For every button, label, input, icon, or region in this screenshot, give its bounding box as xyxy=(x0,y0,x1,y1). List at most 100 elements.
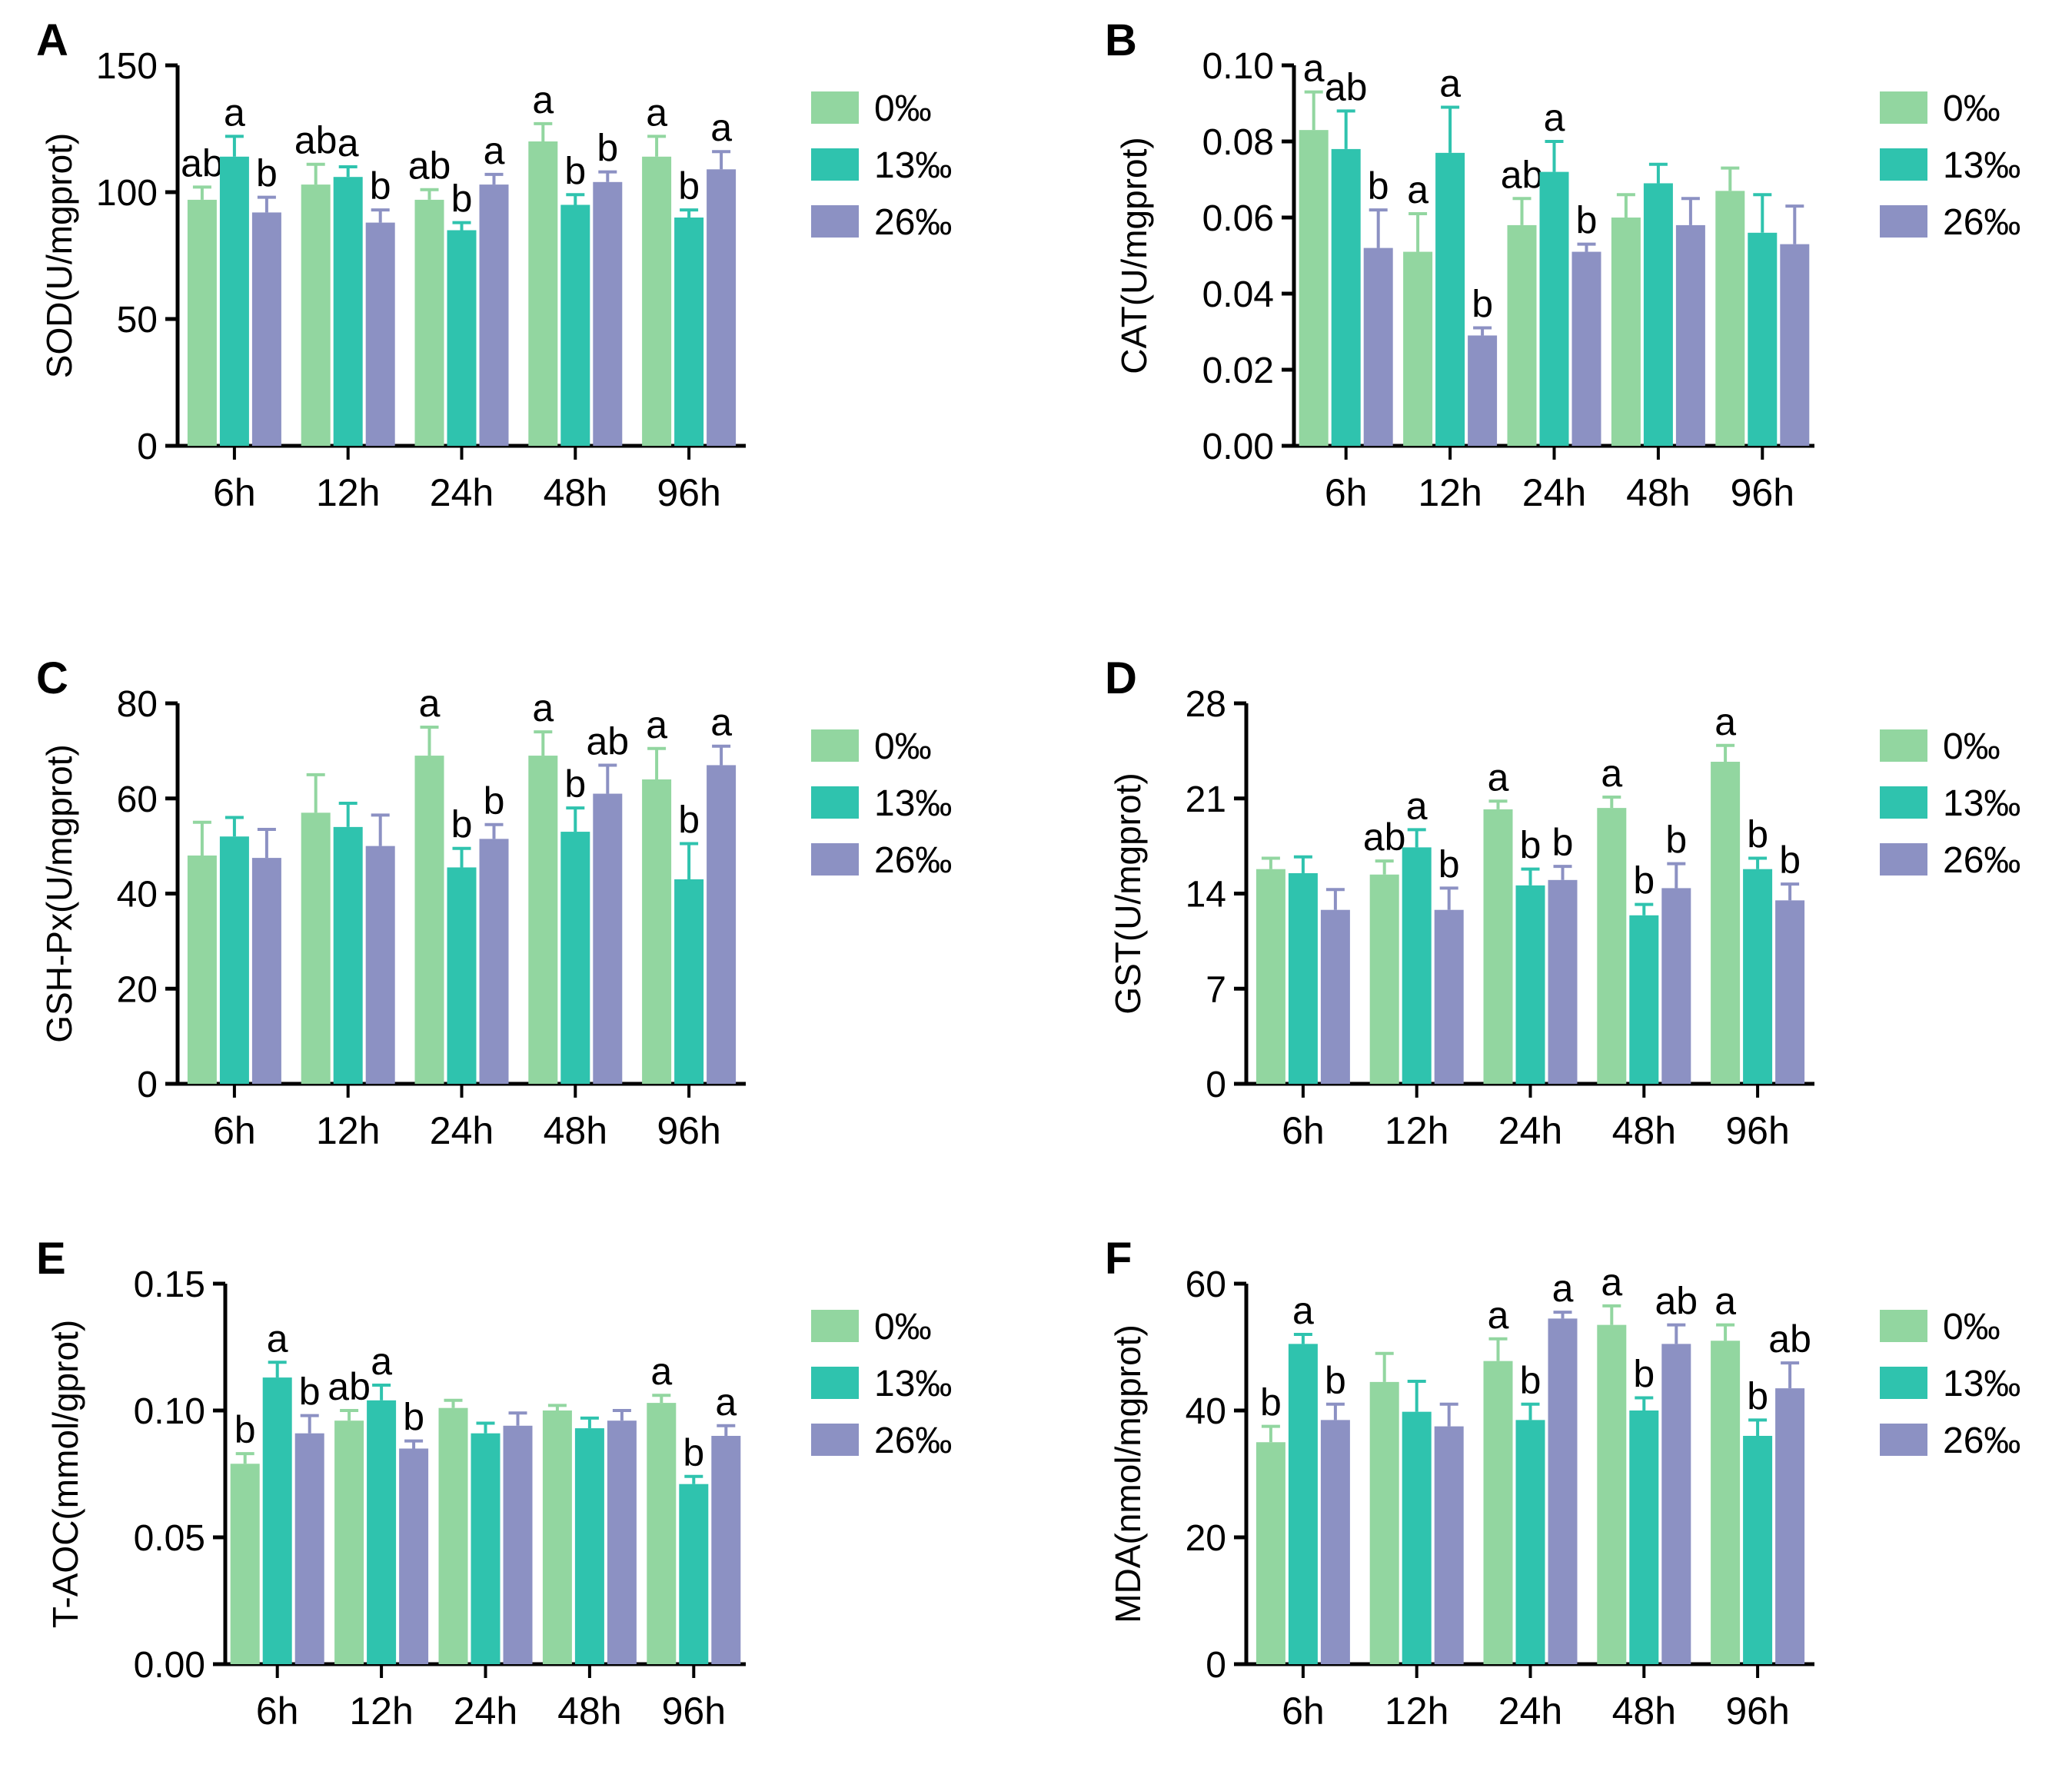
panel-e: E 0.00 0.05 0.10 0.15 T-AOC(mmol/gprot) 6h b a b… xyxy=(27,1230,1026,1768)
significance-letter: ab xyxy=(1655,1280,1698,1323)
legend-label: 0‰ xyxy=(1943,726,2000,767)
y-tick-label: 0.06 xyxy=(1202,198,1274,239)
bar xyxy=(1743,1436,1773,1664)
panel-a-letter: A xyxy=(36,15,68,65)
significance-letter: ab xyxy=(1768,1317,1811,1361)
significance-letter: b xyxy=(1633,1353,1655,1396)
x-category-label: 48h xyxy=(1612,1690,1676,1733)
significance-letter: a xyxy=(419,682,441,725)
significance-letter: b xyxy=(1552,821,1574,864)
x-category-label: 6h xyxy=(256,1690,299,1733)
panel-f: F 0 20 40 60 MDA(nmol/mgprot) 6h b a b 12h 24h a b a 4… xyxy=(1096,1230,2072,1768)
bar xyxy=(333,177,363,446)
legend-swatch xyxy=(1880,91,1927,124)
significance-letter: a xyxy=(267,1317,288,1360)
bar xyxy=(1434,1426,1464,1664)
bar xyxy=(1611,218,1641,446)
legend-label: 26‰ xyxy=(1943,1420,2020,1461)
bar xyxy=(1507,224,1537,446)
cat-bar-chart: 0.00 0.02 0.04 0.06 0.08 0.10 CAT(U/mgprot) 6h a… xyxy=(1114,46,2020,514)
legend-label: 0‰ xyxy=(874,88,932,129)
bar xyxy=(367,1400,397,1664)
x-category-label: 6h xyxy=(1282,1690,1325,1733)
bar xyxy=(1629,915,1659,1084)
significance-letter: a xyxy=(646,91,667,134)
panel-c: C 0 20 40 60 80 GSH-Px(U/mgprot) 6h 12h 24h a b b 48… xyxy=(27,650,1026,1188)
bar xyxy=(1597,808,1627,1084)
bar xyxy=(301,812,331,1084)
significance-letter: ab xyxy=(408,145,451,188)
y-tick-label: 0.10 xyxy=(1202,46,1274,87)
significance-letter: a xyxy=(1601,1261,1622,1304)
y-tick-label: 150 xyxy=(96,46,158,87)
bar xyxy=(674,879,704,1084)
significance-letter: b xyxy=(683,1431,704,1474)
bar xyxy=(438,1407,468,1664)
significance-letter: b xyxy=(234,1408,256,1451)
bar xyxy=(1661,888,1691,1084)
bar xyxy=(1369,874,1399,1084)
bar xyxy=(219,156,249,447)
significance-letter: a xyxy=(338,121,359,164)
significance-letter: b xyxy=(1520,1359,1542,1402)
bar xyxy=(679,1484,709,1664)
bar xyxy=(1780,244,1810,446)
bar xyxy=(1661,1344,1691,1664)
significance-letter: b xyxy=(451,178,473,221)
legend-label: 13‰ xyxy=(874,145,952,186)
legend-label: 0‰ xyxy=(1943,88,2000,129)
bar xyxy=(1643,183,1673,446)
legend-label: 26‰ xyxy=(1943,840,2020,881)
significance-letter: b xyxy=(1633,859,1655,902)
significance-letter: b xyxy=(678,799,700,842)
legend-label: 26‰ xyxy=(874,202,952,243)
significance-letter: b xyxy=(256,152,278,195)
significance-letter: a xyxy=(1407,168,1428,211)
bar xyxy=(414,756,444,1084)
x-category-label: 96h xyxy=(1725,1109,1789,1152)
significance-letter: ab xyxy=(294,119,338,162)
bar xyxy=(1483,1361,1513,1664)
significance-letter: b xyxy=(1438,842,1460,886)
significance-letter: b xyxy=(1747,1374,1768,1417)
bar xyxy=(642,156,672,447)
y-tick-label: 0.05 xyxy=(134,1518,205,1559)
taoc-bar-chart: 0.000.050.100.15T-AOC(mmol/gprot)6hbab12… xyxy=(45,1264,952,1733)
significance-letter: b xyxy=(370,164,391,208)
bar xyxy=(1402,847,1432,1084)
y-tick-label: 7 xyxy=(1206,969,1226,1010)
bar xyxy=(560,832,590,1084)
x-category-label: 24h xyxy=(1522,471,1586,514)
legend-swatch xyxy=(1880,1310,1927,1342)
bar xyxy=(1539,171,1569,446)
significance-letter: a xyxy=(532,686,554,729)
significance-letter: a xyxy=(710,106,732,149)
y-axis-title: GST(U/mgprot) xyxy=(1108,773,1148,1014)
legend-swatch xyxy=(811,843,859,876)
significance-letter: ab xyxy=(1501,153,1544,196)
y-axis-title: CAT(U/mgprot) xyxy=(1114,137,1154,374)
x-category-label: 48h xyxy=(1612,1109,1676,1152)
significance-letter: b xyxy=(1325,1359,1346,1402)
bar xyxy=(1715,191,1745,446)
bar xyxy=(528,756,558,1084)
y-tick-label: 40 xyxy=(117,875,158,915)
x-category-label: 96h xyxy=(1731,471,1794,514)
bar xyxy=(301,184,331,446)
legend-label: 0‰ xyxy=(874,726,932,767)
y-tick-label: 0 xyxy=(1206,1065,1226,1105)
x-category-label: 48h xyxy=(544,1109,607,1152)
bar xyxy=(542,1410,572,1664)
x-category-label: 48h xyxy=(557,1690,621,1733)
bar xyxy=(1299,130,1329,446)
legend-swatch xyxy=(1880,843,1927,876)
bar xyxy=(1571,251,1601,446)
legend-swatch xyxy=(1880,1424,1927,1456)
legend-swatch xyxy=(1880,729,1927,762)
significance-letter: a xyxy=(1714,1280,1736,1323)
bar xyxy=(707,169,737,447)
legend-swatch xyxy=(1880,786,1927,819)
legend-swatch xyxy=(811,148,859,181)
